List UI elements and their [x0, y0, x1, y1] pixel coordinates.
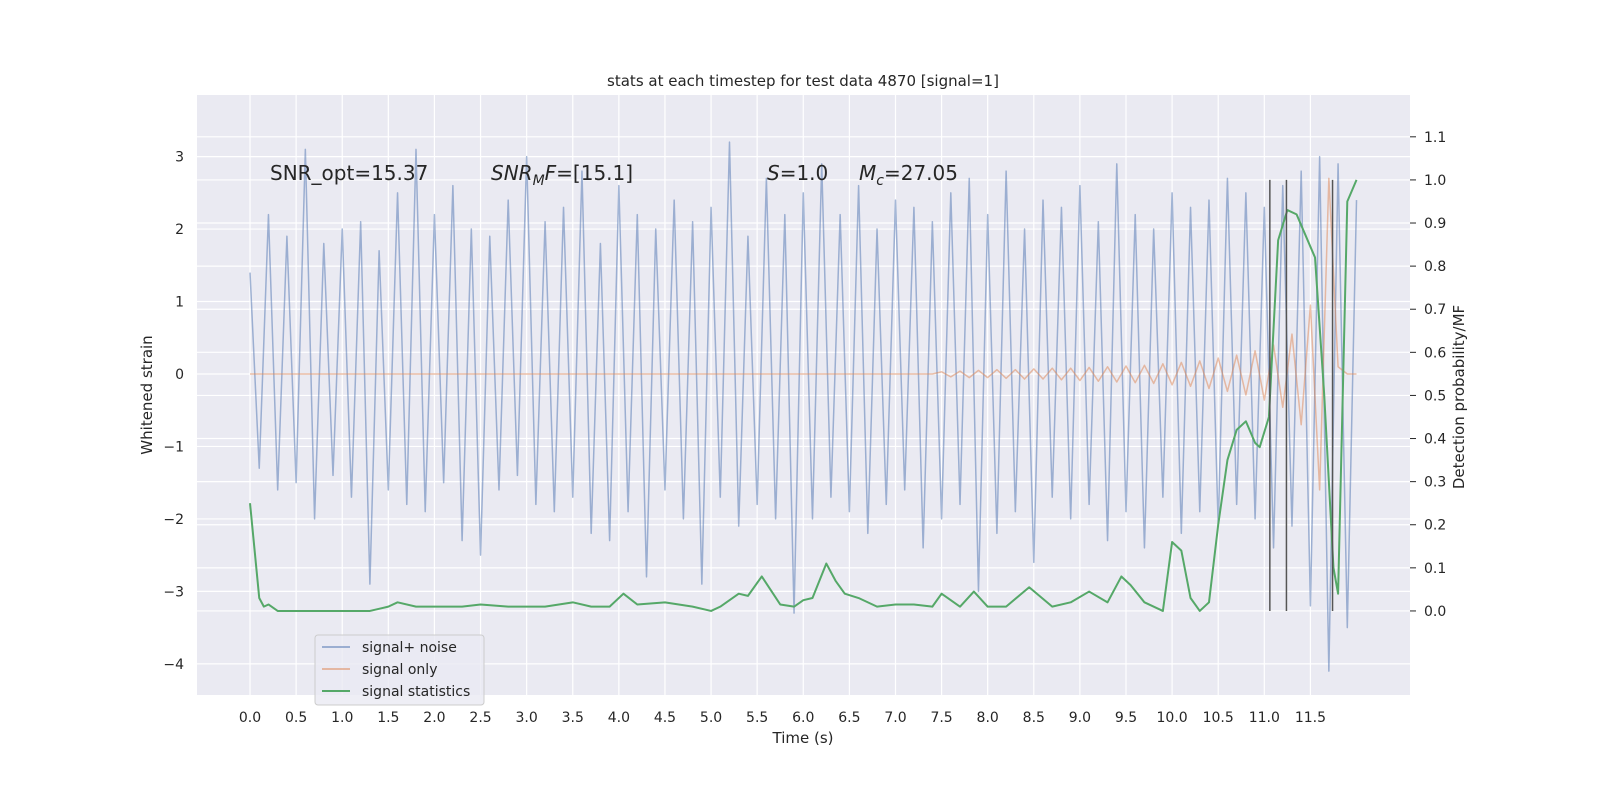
annotation-part: =27.05 — [884, 161, 958, 185]
y-tick-label: 2 — [175, 222, 184, 238]
y2-tick-label: 0.2 — [1424, 518, 1446, 534]
y2-tick-label: 0.4 — [1424, 432, 1446, 448]
y-tick-label: 3 — [175, 150, 184, 166]
y2-tick-label: 0.3 — [1424, 475, 1446, 491]
x-tick-label: 4.0 — [608, 710, 630, 726]
annotation-part: F — [545, 161, 557, 185]
annotation-part: M — [859, 161, 876, 185]
annotation-part: M — [533, 173, 545, 189]
y2-axis-label: Detection probability/MF — [1450, 305, 1468, 489]
chart-title: stats at each timestep for test data 487… — [607, 72, 999, 90]
series-line — [249, 179, 1358, 612]
x-tick-label: 8.5 — [1023, 710, 1045, 726]
annotation: SNRMF=[15.1] — [491, 161, 633, 189]
x-axis-label: Time (s) — [772, 729, 834, 747]
annotation-part: SNR_opt=15.37 — [270, 161, 428, 185]
series-line — [249, 141, 1358, 672]
x-tick-label: 2.5 — [469, 710, 491, 726]
y-tick-label: −4 — [163, 657, 184, 673]
x-tick-label: 5.5 — [746, 710, 768, 726]
x-tick-label: 11.0 — [1249, 710, 1280, 726]
legend-label: signal only — [362, 662, 437, 678]
x-tick-label: 4.5 — [654, 710, 676, 726]
y-tick-label: −3 — [163, 584, 184, 600]
y-tick-label: −1 — [163, 439, 184, 455]
x-tick-label: 3.5 — [562, 710, 584, 726]
x-tick-label: 11.5 — [1295, 710, 1326, 726]
legend: signal+ noise signal only signal statistic… — [314, 634, 485, 706]
y2-tick-label: 0.1 — [1424, 561, 1446, 577]
annotation-part: c — [876, 173, 884, 189]
legend-label: signal statistics — [362, 684, 470, 700]
series-group — [249, 141, 1358, 672]
x-tick-label: 8.0 — [977, 710, 999, 726]
x-tick-label: 1.0 — [331, 710, 353, 726]
x-tick-label: 2.0 — [423, 710, 445, 726]
y-tick-label: 1 — [175, 295, 184, 311]
y-axis-label: Whitened strain — [138, 335, 156, 454]
y2-tick-label: 0.0 — [1424, 604, 1446, 620]
x-tick-label: 10.5 — [1203, 710, 1234, 726]
y2-tick-label: 0.9 — [1424, 216, 1446, 232]
y2-tick-label: 0.6 — [1424, 345, 1446, 361]
x-tick-label: 1.5 — [377, 710, 399, 726]
annotation: Mc=27.05 — [859, 161, 958, 189]
annotation-part: SNR — [491, 161, 533, 185]
x-tick-label: 3.0 — [516, 710, 538, 726]
y2-tick-label: 0.5 — [1424, 388, 1446, 404]
x-tick-label: 7.0 — [884, 710, 906, 726]
x-tick-label: 0.0 — [239, 710, 261, 726]
legend-label: signal+ noise — [362, 640, 457, 656]
annotation: S=1.0 — [767, 161, 828, 185]
x-tick-label: 6.0 — [792, 710, 814, 726]
x-tick-label: 9.0 — [1069, 710, 1091, 726]
x-tick-label: 7.5 — [930, 710, 952, 726]
y2-tick-label: 0.8 — [1424, 259, 1446, 275]
y-tick-label: −2 — [163, 512, 184, 528]
x-tick-label: 9.5 — [1115, 710, 1137, 726]
annotation-part: =1.0 — [780, 161, 829, 185]
y2-tick-label: 1.0 — [1424, 173, 1446, 189]
x-tick-label: 0.5 — [285, 710, 307, 726]
y2-tick-label: 1.1 — [1424, 130, 1446, 146]
y2-tick-label: 0.7 — [1424, 302, 1446, 318]
legend-box — [314, 634, 485, 706]
y-tick-label: 0 — [175, 367, 184, 383]
annotation: SNR_opt=15.37 — [270, 161, 428, 185]
annotation-part: S — [767, 161, 780, 185]
x-tick-label: 5.0 — [700, 710, 722, 726]
x-tick-label: 6.5 — [838, 710, 860, 726]
series-line — [250, 177, 1357, 491]
annotation-part: =[15.1] — [556, 161, 633, 185]
x-tick-label: 10.0 — [1157, 710, 1188, 726]
